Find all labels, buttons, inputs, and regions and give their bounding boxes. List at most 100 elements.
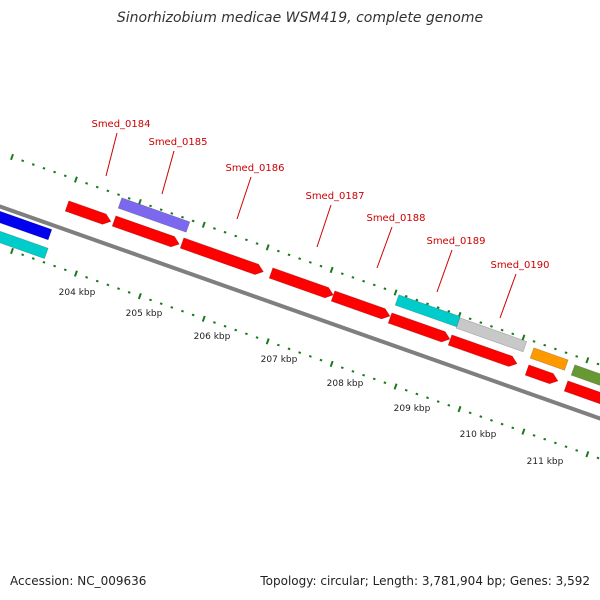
gene-feature (447, 334, 518, 367)
outer-tick (106, 189, 110, 193)
outer-tick (149, 204, 152, 208)
feature-track (0, 197, 600, 405)
outer-tick (234, 234, 238, 238)
inner-tick (479, 415, 483, 418)
outer-tick (298, 257, 302, 260)
gene-label: Smed_0186 (225, 163, 284, 174)
gene-feature (111, 215, 180, 248)
inner-tick (426, 396, 430, 400)
gene-label: Smed_0185 (148, 137, 207, 148)
inner-tick (191, 313, 195, 317)
inner-tick (53, 264, 57, 268)
outer-tick (575, 355, 579, 358)
inner-tick (73, 270, 78, 277)
outer-tick (553, 347, 557, 351)
inner-tick (95, 279, 99, 283)
inner-tick (532, 434, 536, 437)
outer-tick (276, 249, 280, 253)
outer-tick (85, 182, 89, 185)
outer-tick (212, 227, 216, 230)
outer-tick (596, 362, 600, 366)
kbp-label: 208 kbp (327, 379, 364, 389)
outer-tick (308, 261, 312, 264)
gene-label-layer: Smed_0184Smed_0185Smed_0186Smed_0187Smed… (91, 119, 550, 319)
inner-tick (511, 426, 515, 430)
inner-tick (149, 298, 152, 302)
inner-tick (553, 441, 557, 445)
outer-tick-track (10, 153, 600, 366)
inner-tick (255, 336, 259, 339)
outer-tick (479, 321, 483, 324)
gene-leader-line (436, 249, 453, 293)
inner-tick (329, 360, 334, 368)
outer-tick (383, 287, 387, 291)
outer-tick (244, 238, 248, 242)
outer-tick (95, 185, 99, 189)
outer-tick (351, 276, 355, 279)
gene-feature (529, 347, 569, 371)
outer-tick (564, 351, 568, 355)
inner-tick (308, 355, 312, 358)
inner-tick (212, 321, 216, 324)
inner-tick (564, 445, 568, 449)
kbp-label: 211 kbp (527, 457, 564, 467)
inner-tick (500, 422, 504, 426)
outer-tick (117, 193, 121, 196)
gene-feature (563, 380, 600, 405)
gene-leader-line (236, 176, 252, 220)
outer-tick (426, 302, 430, 306)
gene-feature (330, 290, 391, 320)
inner-tick (244, 332, 248, 336)
gene-feature (0, 204, 53, 241)
inner-tick (362, 373, 366, 377)
outer-tick (170, 212, 174, 215)
inner-tick-track (10, 247, 600, 460)
outer-tick (329, 266, 334, 274)
gene-leader-line (316, 204, 332, 248)
inner-tick (457, 405, 462, 413)
gene-feature (455, 317, 528, 353)
inner-tick (404, 388, 408, 392)
inner-tick (351, 370, 355, 373)
inner-tick (63, 268, 67, 272)
inner-tick (298, 351, 302, 354)
outer-tick (490, 325, 493, 328)
outer-tick (127, 197, 131, 200)
gene-feature (64, 200, 112, 225)
inner-tick (201, 315, 206, 322)
inner-tick (415, 392, 419, 396)
outer-tick (532, 340, 536, 343)
gene-label: Smed_0190 (490, 260, 549, 271)
inner-tick (127, 291, 131, 294)
gene-label: Smed_0188 (366, 213, 425, 224)
gene-feature (179, 237, 264, 275)
inner-tick (85, 276, 89, 279)
accession-label: Accession: NC_009636 (10, 574, 147, 588)
inner-tick (21, 253, 25, 257)
outer-tick (181, 215, 184, 219)
inner-tick (117, 287, 121, 290)
kbp-label: 210 kbp (460, 430, 497, 440)
inner-tick (596, 456, 600, 460)
outer-tick (521, 334, 526, 341)
outer-tick (393, 289, 398, 296)
kbp-label: 205 kbp (126, 309, 163, 319)
inner-tick (159, 302, 163, 306)
inner-tick (276, 343, 280, 347)
outer-tick (63, 174, 67, 178)
inner-tick (490, 419, 493, 422)
gene-label: Smed_0184 (91, 119, 150, 130)
gene-leader-line (105, 132, 118, 177)
outer-tick (468, 317, 472, 321)
outer-tick (201, 221, 206, 228)
inner-tick (372, 377, 376, 381)
outer-tick (265, 244, 270, 251)
gene-feature (0, 224, 49, 259)
outer-tick (223, 230, 227, 234)
inner-tick (436, 400, 440, 403)
outer-tick (287, 253, 291, 257)
inner-tick (223, 324, 227, 328)
inner-tick (468, 411, 472, 415)
outer-tick (159, 208, 163, 212)
gene-label: Smed_0189 (426, 236, 485, 247)
